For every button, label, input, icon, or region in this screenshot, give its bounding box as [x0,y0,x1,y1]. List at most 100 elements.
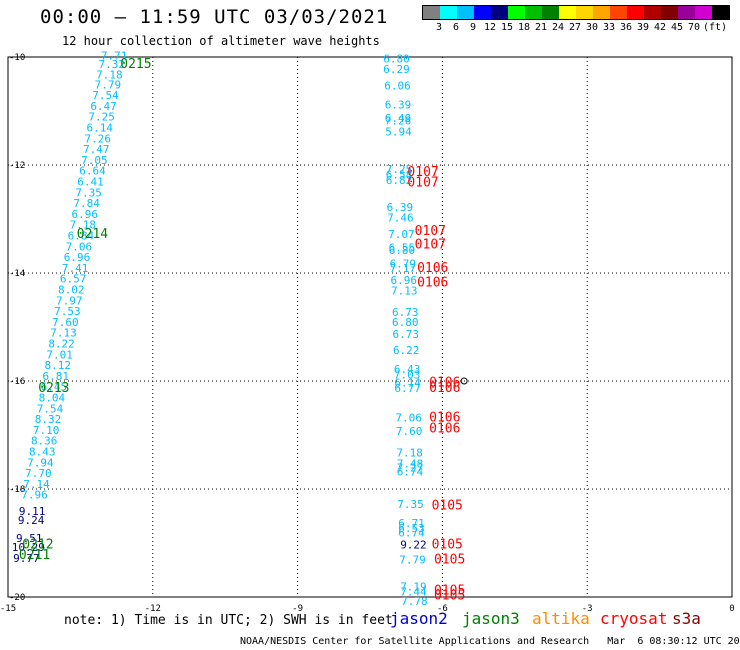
data-label: 7.35 [397,498,424,511]
data-label: 9.11 [19,505,46,518]
data-label: 8.22 [48,338,75,351]
legend-swatch [661,6,678,19]
legend-swatch [712,6,729,19]
legend-swatch [525,6,542,19]
data-label: 9.77 [13,552,40,565]
data-label: 0107 [407,176,438,191]
legend-swatch [474,6,491,19]
data-label: 7.97 [56,294,83,307]
data-label: 6.79 [390,258,417,271]
data-label: 6.73 [392,306,419,319]
data-label: 7.26 [385,115,412,128]
y-tick-label: -10 [9,53,25,63]
data-label: 6.53 [398,522,425,535]
legend-swatch [491,6,508,19]
data-label: 0105 [434,583,465,598]
satellite-label-s3a: s3a [672,609,701,628]
data-label: 9.24 [18,514,45,527]
data-label: 7.14 [23,478,50,491]
legend-label: 39 [636,22,650,33]
data-label: 6.84 [68,230,95,243]
data-label: 7.70 [25,467,52,480]
data-label: 8.12 [44,359,71,372]
data-label: 6.64 [79,165,106,178]
data-label: 7.53 [54,305,81,318]
data-label: 6.71 [398,517,425,530]
data-label: 7.03 [394,368,421,381]
data-label: 6.80 [389,244,416,257]
legend-labels: 3 6 9 12 15 18 21 24 27 30 33 36 39 42 45 70 (ft) [422,20,730,34]
legend-swatch [610,6,627,19]
data-label: 7.46 [387,212,414,225]
data-label: 7.35 [75,186,102,199]
data-label: 0106 [429,421,460,436]
data-label: 6.74 [397,466,424,479]
legend-swatch [559,6,576,19]
data-label: 6.55 [389,241,416,254]
data-label: 7.44 [400,585,427,598]
data-label: 6.22 [393,344,420,357]
data-label: 6.96 [64,251,91,264]
y-tick-label: -12 [9,161,25,171]
legend-label: 70 [687,22,701,33]
data-label: 7.07 [388,228,415,241]
legend-label: 3 [435,22,443,33]
x-tick-label: -3 [582,604,593,614]
legend-swatch [695,6,712,19]
data-label: 6.41 [77,176,104,189]
data-label: 0213 [38,381,69,396]
data-label: 5.94 [385,125,412,138]
legend-label: 18 [517,22,531,33]
data-label: 7.27 [397,462,424,475]
data-label: 6.74 [398,527,425,540]
legend-label: 42 [653,22,667,33]
legend-label: 27 [568,22,582,33]
marker-circle [460,377,468,385]
data-label: 7.41 [62,262,89,275]
data-label: 7.13 [391,285,418,298]
data-label: 7.05 [81,154,108,167]
legend-swatch [627,6,644,19]
data-label: 6.82 [386,174,413,187]
data-label: 7.48 [397,457,424,470]
data-label: 6.73 [392,328,419,341]
data-label: 6.57 [60,273,87,286]
data-label: 7.96 [21,489,48,502]
x-tick-label: 0 [729,604,734,614]
legend-label: 15 [500,22,514,33]
data-label: 6.47 [90,100,117,113]
data-label: 7.32 [99,58,126,71]
satellite-label-altika: altika [532,609,590,628]
data-label: 6.45 [41,381,68,394]
y-tick-label: -20 [9,593,25,603]
data-label: 7.26 [85,132,112,145]
data-label: 10.29 [12,541,45,554]
data-label: 8.32 [35,413,62,426]
legend-label: 6 [452,22,460,33]
satellite-label-cryosat: cryosat [600,609,668,628]
satellite-label-jason2: jason2 [390,609,448,628]
data-label: 7.13 [50,327,77,340]
data-label: 8.02 [58,284,85,297]
data-label: 7.17 [390,262,417,275]
data-label: 7.25 [386,163,413,176]
data-label: 6.29 [383,63,410,76]
data-label: 7.79 [399,554,426,567]
data-label: 0106 [417,261,448,276]
data-label: 7.60 [52,316,79,329]
footer-note: note: 1) Time is in UTC; 2) SWH is in fe… [64,613,393,628]
data-label: 6.06 [384,79,411,92]
y-tick-label: -18 [9,485,25,495]
page-subtitle: 12 hour collection of altimeter wave hei… [62,34,380,48]
data-label: 9.51 [16,532,43,545]
legend-label: 30 [585,22,599,33]
data-label: 0212 [22,537,53,552]
data-label: 0107 [407,165,438,180]
legend-label: 24 [551,22,565,33]
legend-label: (ft) [702,22,728,33]
data-label: 0106 [429,375,460,390]
x-tick-label: -9 [292,604,303,614]
data-label: 6.58 [386,169,413,182]
footer-credit: NOAA/NESDIS Center for Satellite Applica… [240,636,740,647]
